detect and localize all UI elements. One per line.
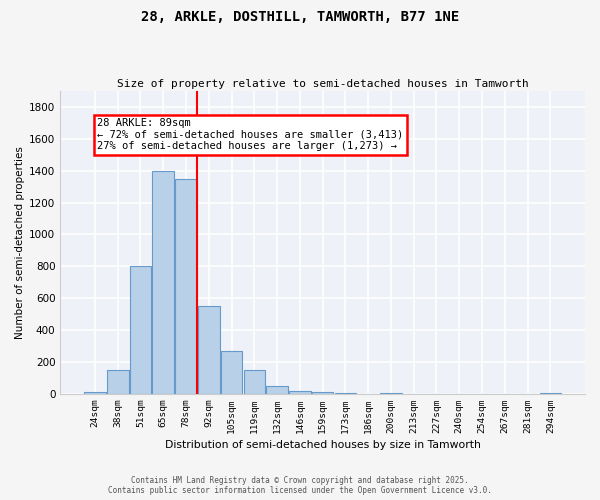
Bar [130, 266, 151, 394]
X-axis label: Distribution of semi-detached houses by size in Tamworth: Distribution of semi-detached houses by … [165, 440, 481, 450]
Bar [221, 352, 242, 394]
Bar [107, 370, 128, 394]
Text: Contains HM Land Registry data © Crown copyright and database right 2025.
Contai: Contains HM Land Registry data © Crown c… [108, 476, 492, 495]
Bar [152, 171, 174, 394]
Text: 28, ARKLE, DOSTHILL, TAMWORTH, B77 1NE: 28, ARKLE, DOSTHILL, TAMWORTH, B77 1NE [141, 10, 459, 24]
Bar [312, 392, 334, 394]
Text: 28 ARKLE: 89sqm
← 72% of semi-detached houses are smaller (3,413)
27% of semi-de: 28 ARKLE: 89sqm ← 72% of semi-detached h… [97, 118, 403, 152]
Bar [289, 390, 311, 394]
Bar [539, 393, 561, 394]
Bar [244, 370, 265, 394]
Bar [84, 392, 106, 394]
Bar [198, 306, 220, 394]
Bar [175, 178, 197, 394]
Title: Size of property relative to semi-detached houses in Tamworth: Size of property relative to semi-detach… [117, 79, 529, 89]
Bar [335, 393, 356, 394]
Bar [266, 386, 288, 394]
Bar [380, 393, 402, 394]
Y-axis label: Number of semi-detached properties: Number of semi-detached properties [15, 146, 25, 339]
